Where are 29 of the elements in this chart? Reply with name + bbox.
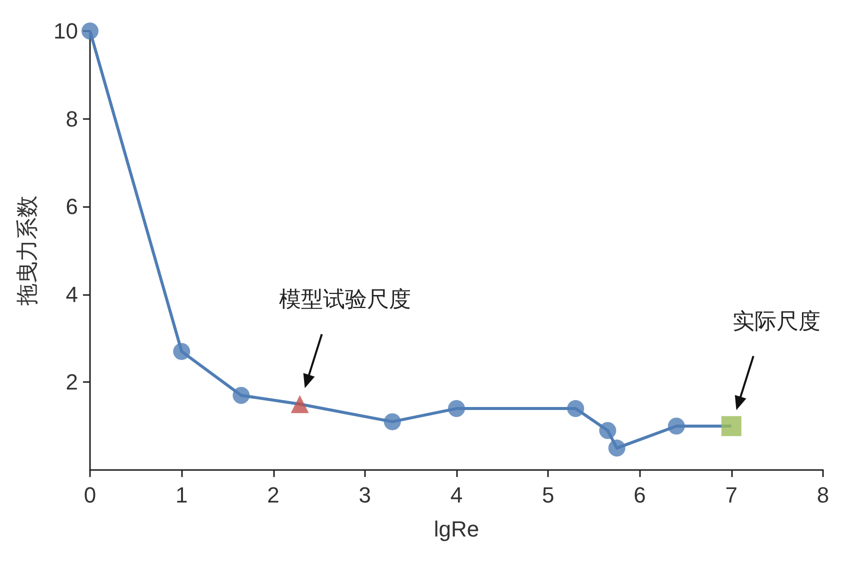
y-tick-label: 10 <box>54 18 78 44</box>
point <box>668 418 685 435</box>
annotation: 实际尺度 <box>732 308 820 334</box>
point <box>384 413 401 430</box>
point <box>448 400 465 418</box>
point <box>290 395 309 414</box>
point <box>232 386 250 404</box>
point <box>567 400 584 418</box>
x-tick-label: 2 <box>267 482 280 508</box>
x-tick-label: 5 <box>542 482 554 508</box>
point <box>82 22 98 40</box>
x-tick-label: 8 <box>816 482 830 508</box>
x-tick-label: 4 <box>450 482 463 508</box>
y-tick-label: 6 <box>66 194 78 220</box>
x-tick-label: 3 <box>358 482 371 508</box>
x-tick-label: 0 <box>84 482 96 508</box>
x-tick-label: 7 <box>725 482 738 508</box>
point <box>173 342 190 360</box>
annotation: 模型试验尺度 <box>278 286 411 312</box>
point <box>599 422 616 439</box>
x-tick-label: 6 <box>634 482 646 508</box>
y-tick-label: 8 <box>66 106 78 132</box>
y-axis-title: 拖曳力系数 <box>14 196 40 306</box>
y-tick-label: 2 <box>66 370 78 395</box>
x-axis-title: lgRe <box>434 516 480 542</box>
y-tick-label: 4 <box>66 282 78 307</box>
point <box>721 416 742 436</box>
x-tick-label: 1 <box>176 482 188 508</box>
point <box>608 440 626 457</box>
